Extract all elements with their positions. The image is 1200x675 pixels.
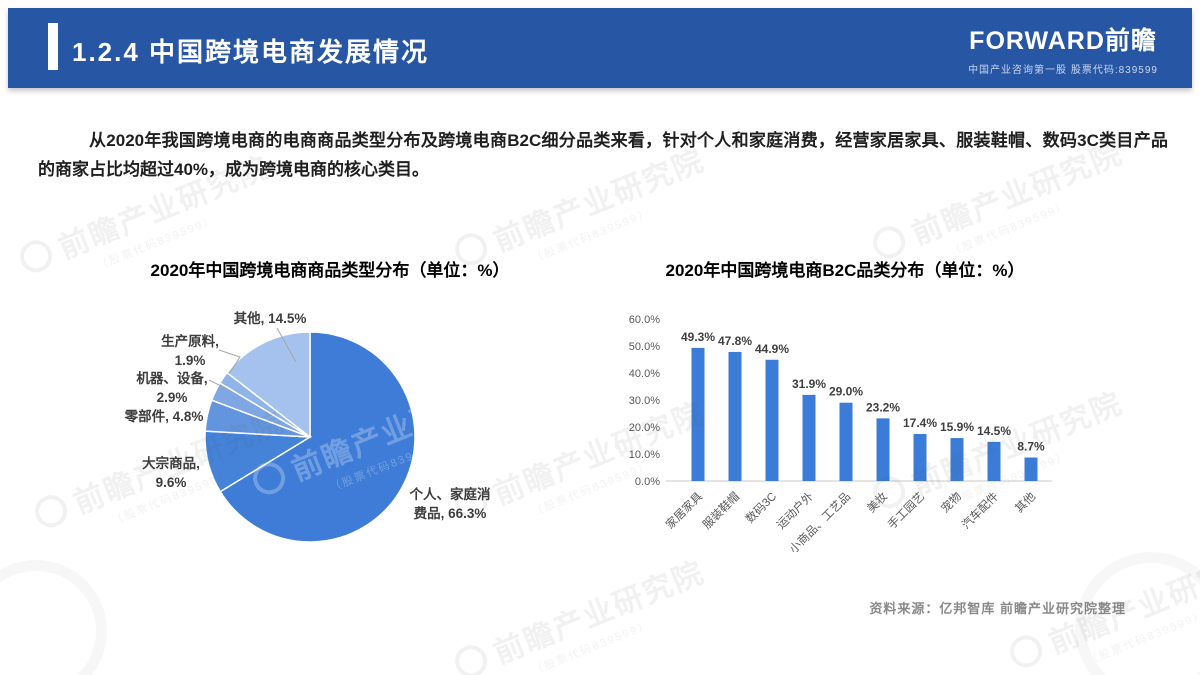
bar-3: [802, 394, 816, 481]
bar-value-label: 15.9%: [940, 420, 974, 434]
watermark-ring-icon: [30, 490, 72, 533]
y-axis-tick-label: 30.0%: [629, 395, 660, 407]
bar-5: [876, 418, 890, 481]
pie-leader-line: [218, 349, 241, 375]
bar-2: [765, 359, 779, 481]
y-axis-tick-label: 50.0%: [629, 341, 660, 353]
bar-0: [691, 347, 705, 481]
pie-data-label-5: 其他, 14.5%: [233, 311, 307, 326]
pie-data-label-1: 大宗商品, 9.6%: [142, 456, 200, 490]
bar-chart: 0.0% 10.0% 20.0% 30.0% 40.0% 50.0% 60.0% 49.3% 家…: [620, 250, 1180, 590]
bar-value-label: 23.2%: [866, 400, 900, 414]
bar-category-label: 服装鞋帽: [700, 489, 742, 531]
bar-value-label: 8.7%: [1017, 440, 1045, 454]
pie-leader-line: [208, 379, 232, 392]
watermark-ring-icon: [15, 235, 57, 278]
bar-value-label: 31.9%: [792, 377, 826, 391]
bar-1: [728, 351, 742, 481]
bar-6: [913, 434, 927, 481]
pie-data-label-0: 个人、家庭消费品, 66.3%: [409, 487, 491, 521]
body-paragraph: 从2020年我国跨境电商的电商商品类型分布及跨境电商B2C细分品类来看，针对个人…: [38, 131, 1168, 179]
pie-chart-svg: [204, 327, 416, 543]
bar-4: [839, 402, 853, 481]
bar-value-label: 14.5%: [977, 424, 1011, 438]
bar-category-label: 小商品、工艺品: [786, 489, 853, 556]
watermark-ring-icon: [1005, 630, 1047, 673]
bar-category-label: 汽车配件: [959, 489, 1001, 531]
bar-category-label: 其他: [1013, 490, 1039, 516]
pie-slice-5: [225, 331, 311, 439]
bar-value-label: 17.4%: [903, 416, 937, 430]
title-accent-bar: [48, 23, 58, 70]
page-title: 1.2.4 中国跨境电商发展情况: [72, 37, 430, 67]
bar-category-label: 美妆: [864, 489, 891, 516]
header-bar: 1.2.4 中国跨境电商发展情况 FORWARD前瞻 中国产业咨询第一股 股票代…: [8, 8, 1192, 88]
y-axis-tick-label: 40.0%: [629, 368, 660, 380]
pie-data-label-2: 零部件, 4.8%: [124, 409, 204, 424]
pie-slice-0: [219, 331, 416, 543]
y-axis-tick-label: 20.0%: [629, 422, 660, 434]
bar-category-label: 宠物: [938, 489, 964, 515]
pie-chart: 个人、家庭消费品, 66.3% 大宗商品, 9.6% 零部件, 4.8% 机器、设备, 2…: [90, 250, 570, 590]
bar-chart-title: 2020年中国跨境电商B2C品类分布（单位：%）: [665, 261, 1025, 280]
bar-chart-svg: 0.0% 10.0% 20.0% 30.0% 40.0% 50.0% 60.0% 49.3% 家…: [629, 314, 1052, 556]
pie-data-label-3: 机器、设备, 2.9%: [136, 371, 208, 405]
bar-value-label: 44.9%: [755, 342, 789, 356]
bar-8: [987, 441, 1001, 481]
pie-chart-title: 2020年中国跨境电商商品类型分布（单位：%）: [150, 261, 510, 280]
brand-logo-tagline: 中国产业咨询第一股 股票代码:839599: [968, 65, 1158, 76]
pie-data-label-4: 生产原料, 1.9%: [161, 334, 219, 368]
bar-category-label: 数码3C: [743, 489, 780, 526]
brand-logo-text: FORWARD前瞻: [969, 27, 1157, 55]
bar-category-label: 家居家具: [663, 489, 706, 532]
bar-value-label: 47.8%: [718, 334, 752, 348]
bar-value-label: 29.0%: [829, 385, 863, 399]
bar-9: [1024, 457, 1038, 481]
bar-7: [950, 438, 964, 481]
bar-category-label: 手工园艺: [885, 489, 927, 531]
pie-leader-line: [276, 327, 297, 363]
brand-logo: FORWARD前瞻 中国产业咨询第一股 股票代码:839599: [968, 21, 1158, 76]
y-axis-tick-label: 10.0%: [629, 449, 660, 461]
source-note: 资料来源：亿邦智库 前瞻产业研究院整理: [869, 601, 1126, 616]
watermark-ring-icon: [450, 640, 492, 675]
bar-value-label: 49.3%: [681, 330, 715, 344]
y-axis-tick-label: 60.0%: [629, 314, 660, 326]
y-axis-tick-label: 0.0%: [635, 476, 660, 488]
